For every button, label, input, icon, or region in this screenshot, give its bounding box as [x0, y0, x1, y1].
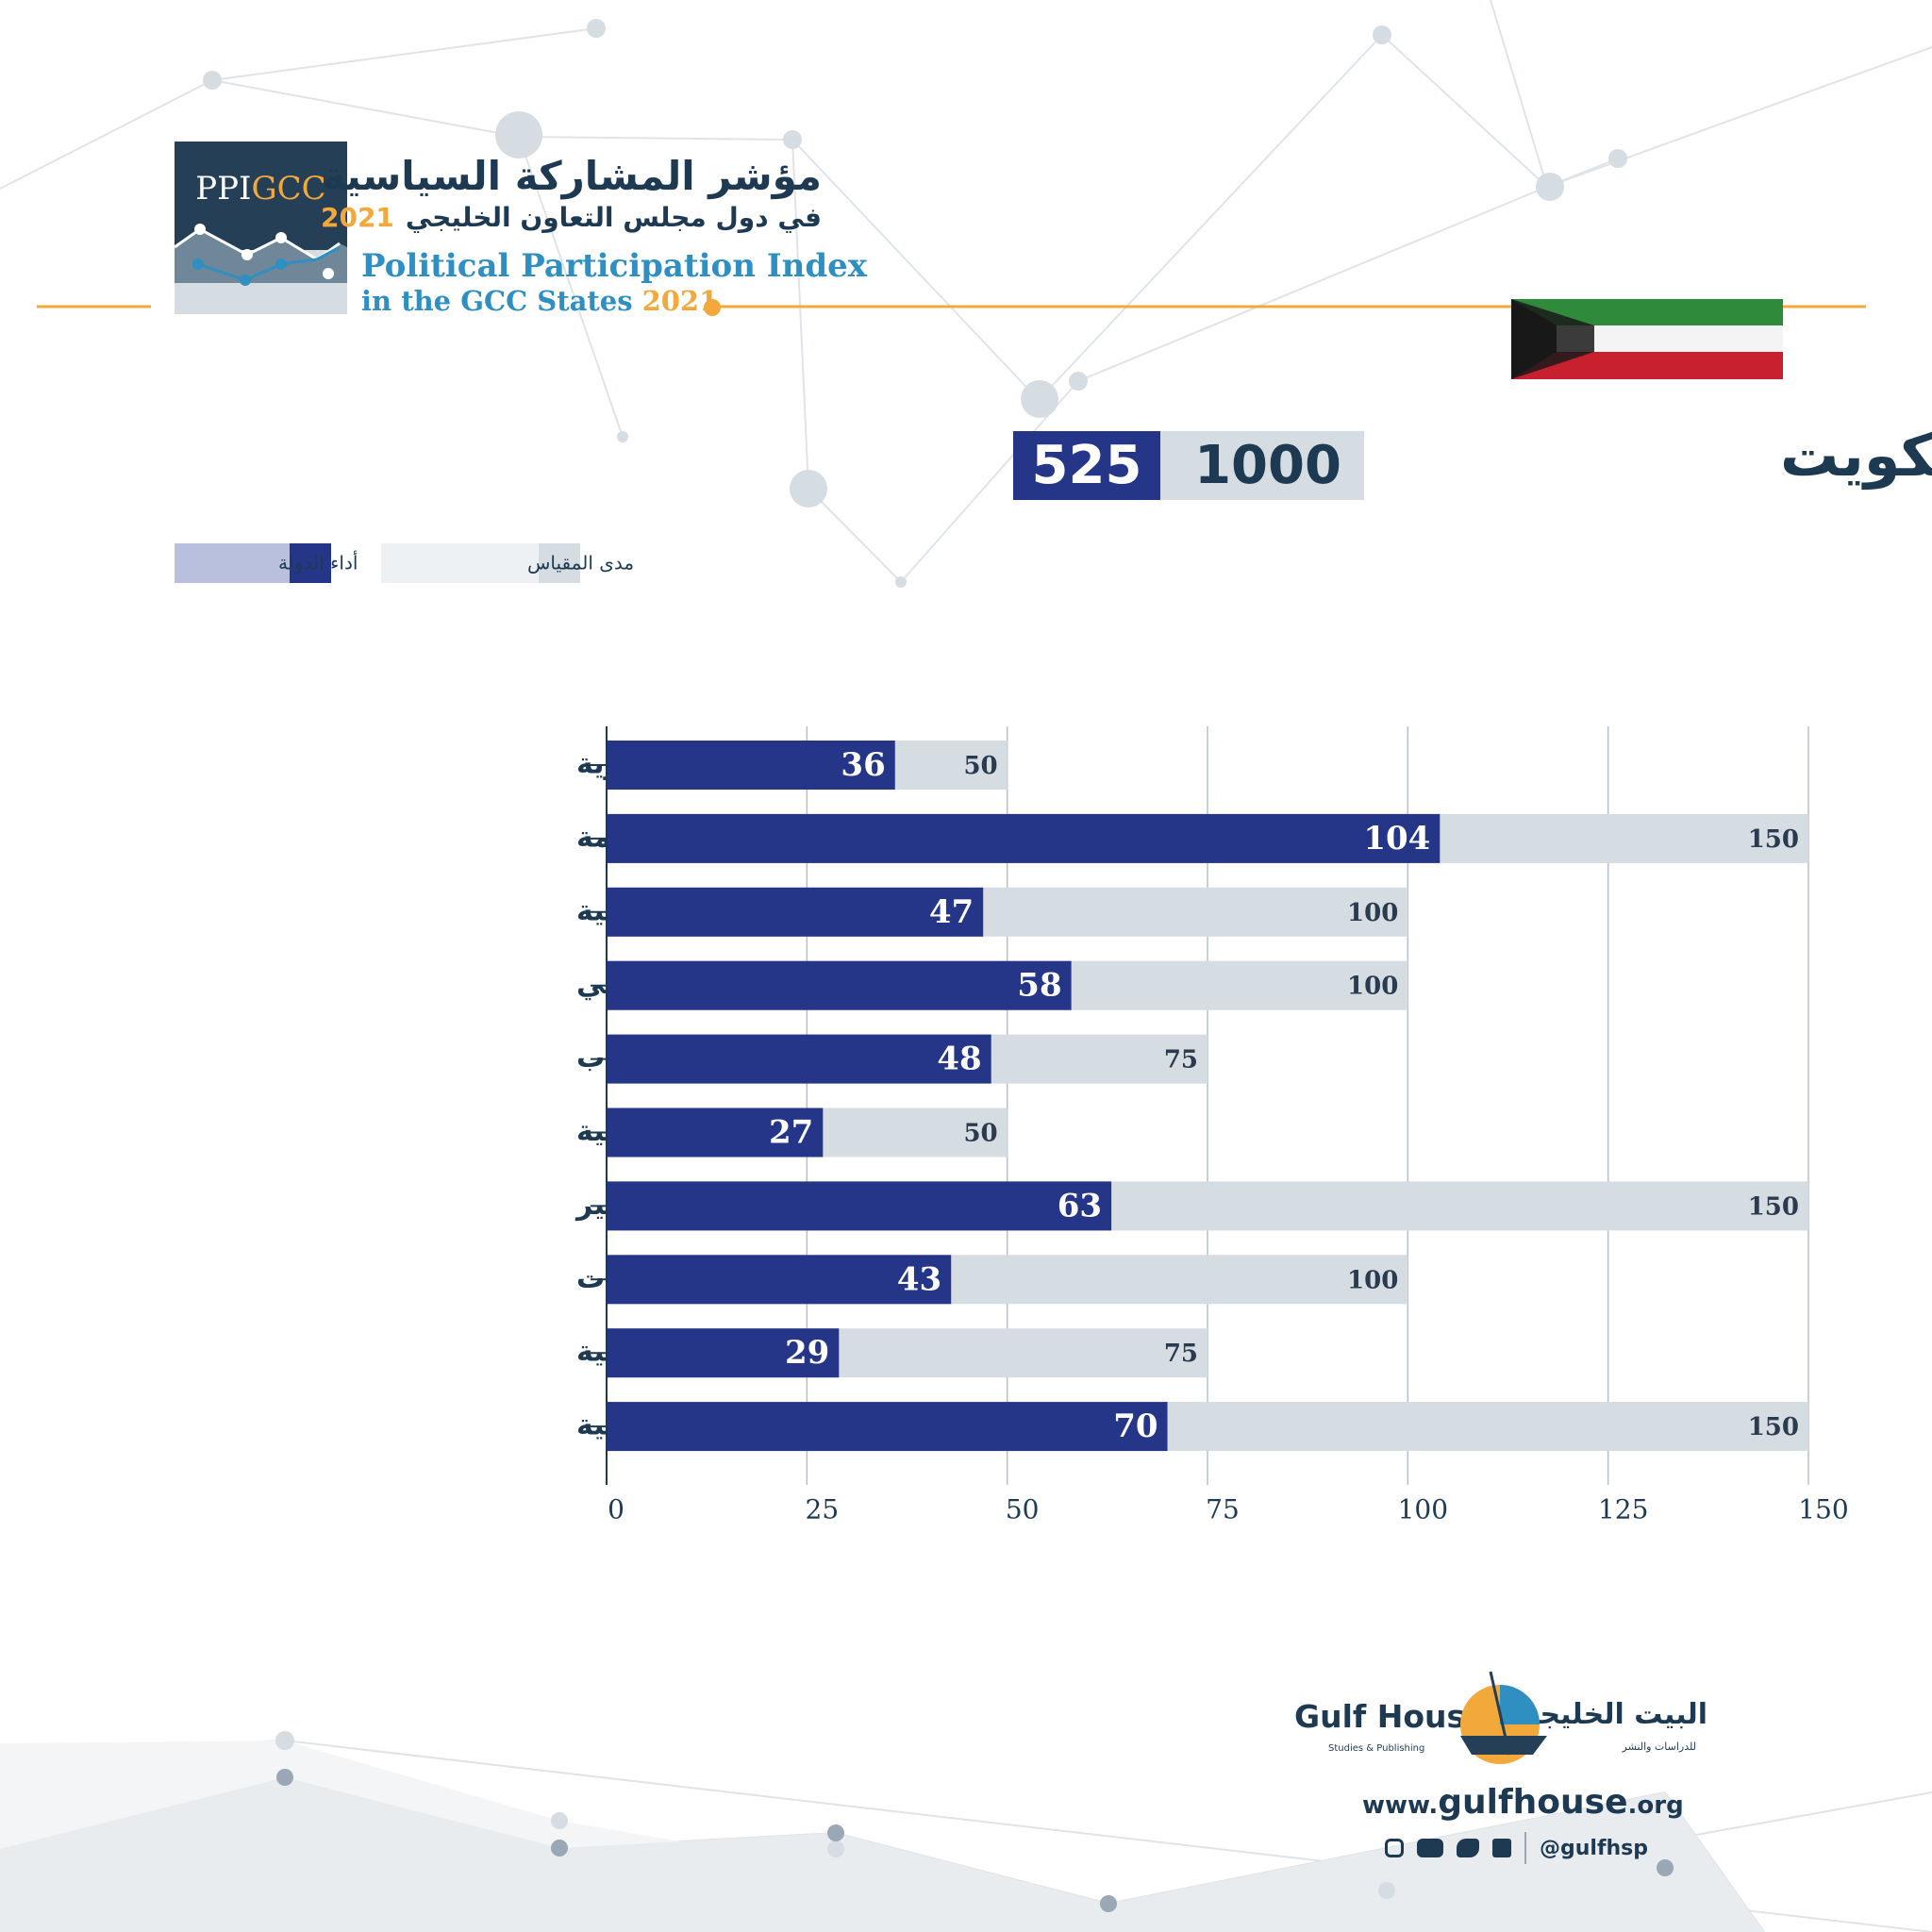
performance-bar — [607, 1402, 1168, 1452]
divider — [1524, 1832, 1526, 1864]
performance-bar — [607, 1034, 991, 1084]
range-label: 150 — [1748, 825, 1799, 854]
publisher-ar-sub: للدراسات والنشر — [1622, 1740, 1696, 1753]
website: www. gulfhouse .org — [1362, 1783, 1684, 1822]
performance-bar — [607, 887, 984, 937]
legend-swatch — [290, 543, 331, 583]
performance-label: 70 — [1113, 1407, 1158, 1445]
max-score: 1000 — [1194, 435, 1341, 496]
background-shape — [0, 1777, 1764, 1932]
subtitle-ar: في دول مجلس التعاون الخليجي — [405, 202, 822, 233]
legend-label: أداء الدولة — [278, 551, 358, 575]
x-tick-label: 75 — [1206, 1494, 1240, 1525]
legend-swatch — [539, 543, 580, 583]
performance-bar — [607, 1255, 952, 1305]
performance-bar — [607, 1108, 824, 1158]
header-dot — [704, 299, 721, 316]
range-label: 150 — [1748, 1413, 1799, 1441]
logo-text: PPI GCC — [175, 142, 347, 236]
performance-bar — [607, 1328, 840, 1378]
subtitle-en: in the GCC States — [361, 285, 633, 317]
youtube-icon[interactable] — [1417, 1839, 1443, 1857]
performance-label: 63 — [1058, 1187, 1102, 1224]
max-score-box — [1160, 431, 1364, 500]
logo-ppi: PPI — [195, 170, 252, 208]
x-tick-label: 125 — [1598, 1494, 1648, 1525]
performance-bar — [607, 960, 1072, 1010]
performance-bar — [607, 741, 895, 790]
legend-label: مدى المقياس — [527, 552, 634, 575]
range-label: 50 — [963, 1120, 997, 1148]
x-tick-label: 25 — [806, 1494, 840, 1525]
score-box — [1013, 431, 1160, 500]
score: 525 — [1032, 435, 1142, 496]
year-en: 2021 — [641, 285, 719, 317]
title-en: Political Participation Index — [361, 247, 868, 285]
x-tick-label: 100 — [1398, 1494, 1448, 1525]
performance-label: 43 — [897, 1260, 941, 1298]
publisher-en-sub: Studies & Publishing — [1328, 1743, 1425, 1754]
performance-label: 104 — [1363, 820, 1430, 858]
year-ar: 2021 — [320, 202, 394, 233]
performance-label: 47 — [929, 893, 974, 931]
performance-bar — [607, 813, 1441, 863]
social-icons: @gulfhsp — [1385, 1832, 1648, 1864]
range-label: 100 — [1347, 973, 1398, 1001]
network-nodes — [203, 19, 1674, 1912]
handle: @gulfhsp — [1540, 1836, 1649, 1860]
performance-label: 58 — [1017, 967, 1061, 1005]
facebook-icon[interactable] — [1492, 1839, 1511, 1857]
logo-gcc: GCC — [251, 170, 326, 208]
performance-label: 48 — [937, 1041, 981, 1078]
range-label: 100 — [1347, 1266, 1398, 1294]
publisher-ar: البيت الخليجي — [1511, 1698, 1707, 1731]
range-label: 50 — [963, 752, 997, 780]
performance-label: 29 — [785, 1334, 829, 1372]
website-suffix: .org — [1627, 1791, 1684, 1820]
x-tick-label: 150 — [1798, 1494, 1848, 1525]
twitter-icon[interactable] — [1457, 1839, 1479, 1857]
x-tick-label: 0 — [608, 1494, 625, 1525]
subtitle-ar-row: في دول مجلس التعاون الخليجي 2021 — [321, 202, 822, 233]
subtitle-en-row: in the GCC States 2021 — [361, 285, 718, 317]
range-label: 75 — [1164, 1340, 1198, 1368]
range-label: 100 — [1347, 899, 1398, 927]
range-label: 150 — [1748, 1192, 1799, 1221]
performance-bar — [607, 1181, 1112, 1231]
website-name: gulfhouse — [1438, 1783, 1628, 1822]
logo — [174, 142, 347, 314]
range-label: 75 — [1164, 1046, 1198, 1074]
title-ar: مؤشر المشاركة السياسية — [322, 153, 822, 199]
instagram-icon[interactable] — [1385, 1839, 1404, 1857]
publisher-en: Gulf House — [1294, 1698, 1487, 1735]
x-tick-label: 50 — [1006, 1494, 1040, 1525]
performance-label: 27 — [769, 1114, 813, 1152]
performance-label: 36 — [841, 746, 885, 784]
website-prefix: www. — [1362, 1791, 1439, 1820]
kuwait-flag — [1511, 299, 1783, 379]
country-name: دولة الكويت — [1780, 421, 1932, 490]
